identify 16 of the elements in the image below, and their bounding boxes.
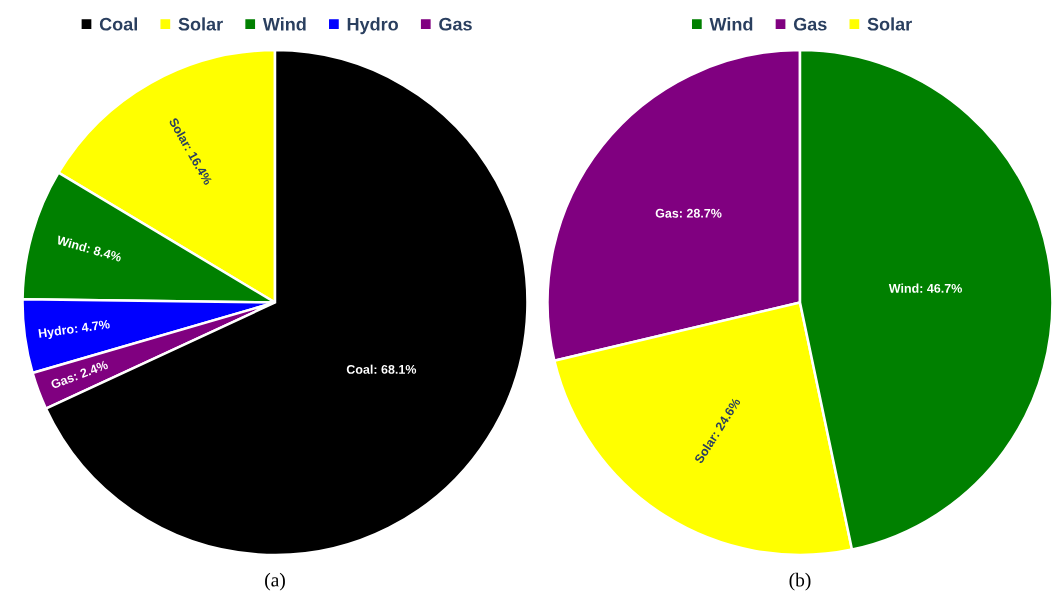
legend-label: Solar [178,17,223,31]
legend-label: Wind [262,17,306,31]
data-label: Hydro: 4.7% [38,319,111,341]
data-label: Wind: 8.4% [56,235,123,262]
legend-label: Coal [99,17,137,31]
legend-label: Solar [867,17,912,31]
data-label: Gas: 2.4% [50,360,109,390]
data-label: Gas: 28.7% [655,208,722,218]
data-label: Wind: 46.7% [888,283,962,293]
text: (a) [265,572,285,591]
data-label: Coal: 68.1% [346,364,417,374]
legend-label: Hydro [347,17,398,35]
legend-label: Gas [793,17,827,31]
legend-label: Gas [439,17,472,31]
text: (b) [789,572,811,591]
legend-label: Wind [709,17,753,31]
